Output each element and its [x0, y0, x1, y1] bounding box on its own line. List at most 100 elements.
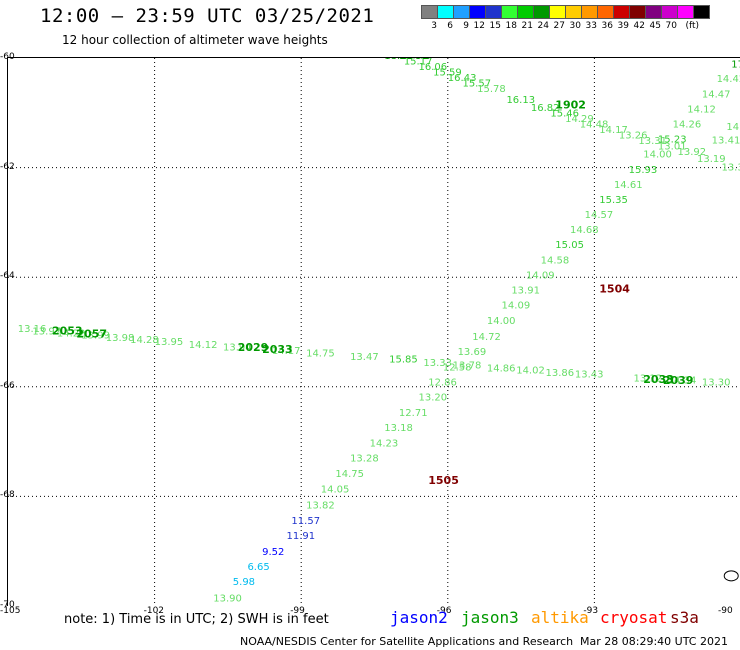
color-scale-label: 30 [569, 21, 581, 31]
wave-height-label: 14.61 [614, 180, 643, 191]
color-scale-label: 6 [447, 21, 453, 31]
wave-height-label: 13.97 [32, 327, 61, 338]
wave-height-label: 14.02 [516, 366, 545, 377]
wave-height-label: 18.03 [384, 58, 413, 62]
wave-height-label: 13.30 [702, 378, 731, 389]
wave-height-label: 13.94 [223, 343, 252, 354]
color-swatch [453, 5, 470, 19]
generation-timestamp: Mar 28 08:29:40 UTC 2021 [580, 635, 728, 648]
wave-height-label: 15.59 [433, 68, 462, 79]
wave-height-label: 16.06 [418, 62, 447, 73]
wave-height-label: 14.75 [335, 469, 364, 480]
wave-height-label: 14.05 [321, 485, 350, 496]
pass-time-label: 1505 [428, 474, 459, 487]
color-swatch [645, 5, 662, 19]
latitude-label: -62 [0, 161, 15, 172]
longitude-label: -96 [436, 606, 452, 616]
wave-height-label: 13.43 [575, 369, 604, 380]
wave-height-label: 14.28 [130, 335, 159, 346]
color-scale-label: 18 [505, 21, 517, 31]
wave-height-label: 13.19 [697, 154, 726, 165]
color-scale-label: 15 [489, 21, 501, 31]
wave-height-label: 16.82 [531, 103, 560, 114]
wave-height-label: 14.09 [526, 270, 555, 281]
wave-height-label: 14.12 [189, 340, 218, 351]
pass-time-label: 2029 [238, 341, 269, 354]
color-scale-label: 12 [473, 21, 485, 31]
satellite-legend-altika: altika [531, 608, 589, 627]
wave-height-label: 14.72 [472, 332, 501, 343]
color-swatch [469, 5, 486, 19]
wave-height-label: 12.71 [399, 408, 428, 419]
latitude-label: -64 [0, 271, 15, 282]
wave-height-label: 13.47 [350, 352, 379, 363]
wave-height-label: 14.26 [673, 120, 702, 131]
longitude-label: -90 [718, 606, 733, 616]
color-scale-label: 21 [521, 21, 533, 31]
wave-height-label: 17.24 [731, 59, 740, 70]
wave-height-label: 14.17 [599, 125, 628, 136]
wave-height-label: 15.35 [599, 195, 628, 206]
color-scale-label: 9 [463, 21, 469, 31]
wave-height-label: 13.98 [106, 333, 135, 344]
wave-height-label: 14.42 [717, 74, 740, 85]
color-swatch [597, 5, 614, 19]
color-swatch [549, 5, 566, 19]
pass-time-label: 2057 [76, 327, 107, 340]
pass-time-label: 2039 [663, 374, 694, 387]
wave-height-label: 14.68 [570, 225, 599, 236]
latitude-label: -60 [0, 52, 15, 62]
wave-height-label: 15.57 [462, 78, 491, 89]
wave-height-label: 11.91 [287, 531, 316, 542]
wave-height-label: 15.17 [404, 58, 433, 68]
wave-height-label: 16.13 [506, 95, 535, 106]
wave-height-label: 12.86 [428, 378, 457, 389]
longitude-label: -102 [143, 606, 165, 616]
wave-height-label: 14.22 [726, 122, 740, 133]
color-swatch [485, 5, 502, 19]
wave-height-label: 13.82 [306, 500, 335, 511]
wave-height-label: 13.20 [418, 393, 447, 404]
wave-height-label: 13.33 [423, 358, 452, 369]
color-swatch [533, 5, 550, 19]
color-swatch [501, 5, 518, 19]
wave-height-label: 14.00 [487, 316, 516, 327]
page-subtitle: 12 hour collection of altimeter wave hei… [62, 33, 328, 47]
color-swatch [517, 5, 534, 19]
satellite-legend-jason3: jason3 [461, 608, 519, 627]
color-scale-label: 42 [633, 21, 645, 31]
color-swatch [437, 5, 454, 19]
wave-height-label: 14.23 [370, 439, 399, 450]
wave-height-label: 14.47 [702, 89, 731, 100]
wave-height-label: 13.16 [18, 324, 47, 335]
pass-time-label: 2053 [52, 325, 83, 338]
color-swatch [629, 5, 646, 19]
latitude-label: -70 [0, 600, 15, 610]
wave-height-label: 13.31 [638, 136, 667, 147]
color-swatch [581, 5, 598, 19]
wave-height-label: 14.29 [565, 114, 594, 125]
wave-height-label: 13.90 [213, 594, 242, 605]
wave-height-label: 13.86 [546, 368, 575, 379]
wave-height-label: 14.12 [687, 104, 716, 115]
pass-time-label: 1902 [555, 98, 586, 111]
color-scale-label: (ft) [685, 21, 699, 31]
wave-height-label: 16.43 [448, 73, 477, 84]
footnote: note: 1) Time is in UTC; 2) SWH is in fe… [64, 612, 329, 627]
satellite-legend-cryosat: cryosat [600, 608, 668, 627]
satellite-legend-jason2: jason2 [390, 608, 448, 627]
wave-height-label: 14.58 [541, 256, 570, 267]
page-title: 12:00 – 23:59 UTC 03/25/2021 [40, 5, 375, 27]
pass-time-label: 1504 [599, 283, 630, 296]
satellite-legend-s3a: s3a [670, 608, 699, 627]
island-outline [723, 570, 739, 582]
wave-height-label: 15.23 [658, 134, 687, 145]
wave-height-label: 13.91 [511, 286, 540, 297]
wave-height-label: 13.37 [721, 162, 740, 173]
latitude-label: -66 [0, 380, 15, 391]
wave-height-map: 13.16 13.97 14.22 13.99 13.98 14.28 13.95 14.12… [7, 57, 740, 606]
wave-height-label: 13.95 [155, 337, 184, 348]
wave-height-label: 15.78 [477, 84, 506, 95]
wave-height-label: 13.41 [712, 135, 740, 146]
wave-height-label: 13.01 [658, 142, 687, 153]
